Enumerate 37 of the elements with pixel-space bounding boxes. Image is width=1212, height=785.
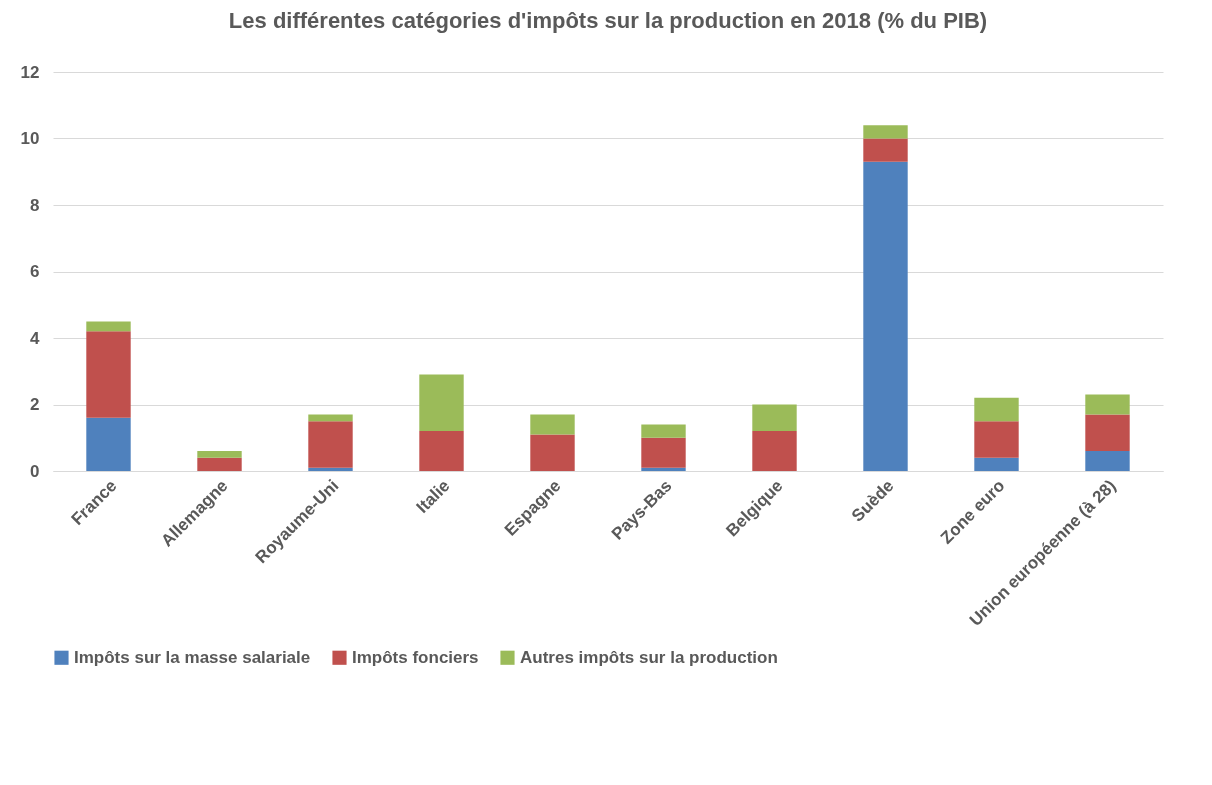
bar bbox=[86, 321, 131, 332]
legend-label: Impôts fonciers bbox=[352, 647, 479, 667]
bar bbox=[1085, 451, 1130, 471]
bar bbox=[974, 397, 1019, 422]
chart-title: Les différentes catégories d'impôts sur la production en 2018 (% du PIB) bbox=[228, 8, 988, 33]
bar bbox=[308, 467, 353, 471]
bar bbox=[530, 414, 575, 435]
y-tick-label: 8 bbox=[30, 195, 40, 215]
bar bbox=[974, 421, 1019, 458]
bar bbox=[863, 161, 908, 471]
y-tick-label: 2 bbox=[30, 395, 40, 414]
y-tick-label: 4 bbox=[30, 328, 41, 348]
bar bbox=[308, 421, 353, 468]
bar bbox=[86, 417, 131, 471]
bar bbox=[863, 125, 908, 139]
legend-label: Autres impôts sur la production bbox=[520, 647, 778, 667]
bar bbox=[86, 331, 131, 418]
bar bbox=[419, 374, 464, 432]
bar bbox=[419, 431, 464, 471]
bar bbox=[752, 404, 797, 432]
bar bbox=[974, 457, 1019, 471]
bar bbox=[752, 431, 797, 471]
legend-label: Impôts sur la masse salariale bbox=[74, 647, 311, 667]
bar bbox=[641, 424, 686, 438]
bar bbox=[197, 457, 242, 471]
bar bbox=[197, 451, 242, 458]
bar bbox=[1085, 414, 1130, 452]
y-tick-label: 12 bbox=[20, 62, 40, 82]
bar bbox=[863, 138, 908, 162]
bar bbox=[308, 414, 353, 422]
y-tick-label: 0 bbox=[30, 461, 40, 481]
y-tick-label: 6 bbox=[30, 262, 40, 281]
bar bbox=[641, 467, 686, 471]
y-tick-label: 10 bbox=[20, 129, 40, 148]
bar bbox=[530, 434, 575, 471]
bar bbox=[1085, 394, 1130, 415]
bar bbox=[641, 437, 686, 468]
